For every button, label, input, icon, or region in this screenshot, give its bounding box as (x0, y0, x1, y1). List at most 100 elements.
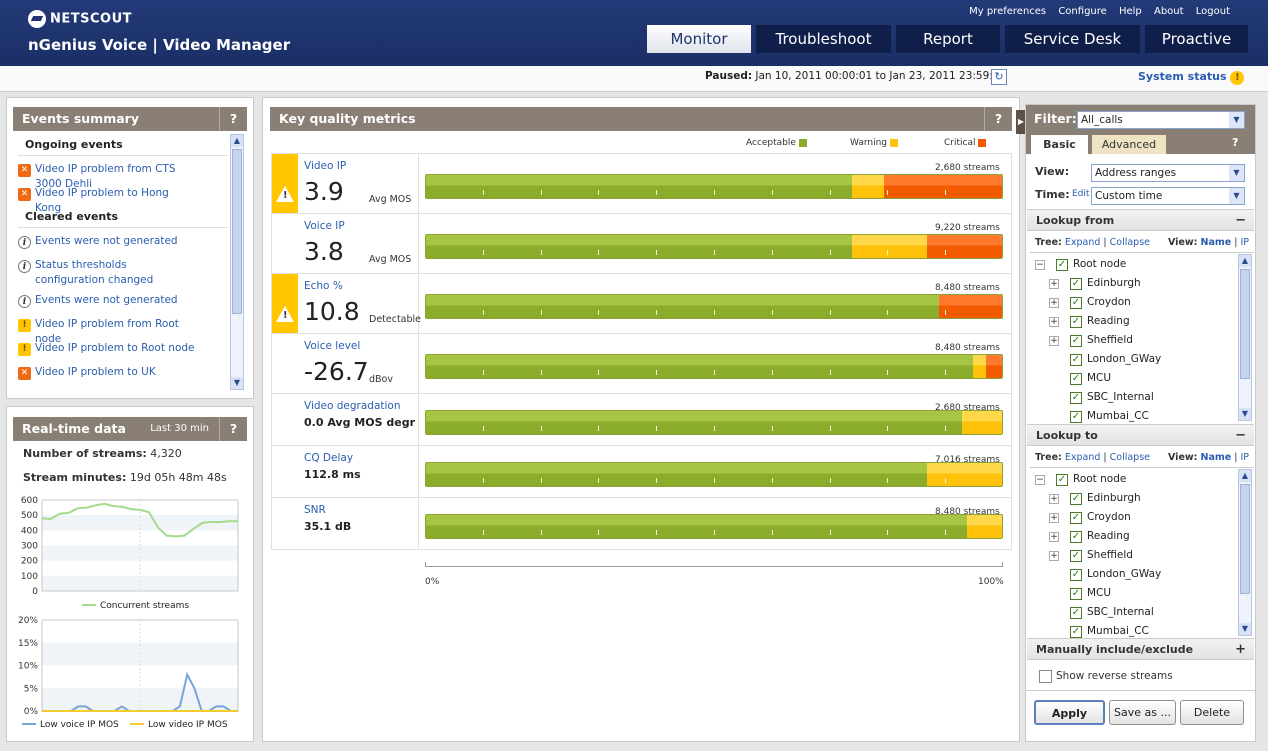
quality-bar[interactable] (425, 514, 1003, 539)
tree-node-label[interactable]: Edinburgh (1087, 492, 1141, 504)
tree-node-label[interactable]: SBC_Internal (1087, 391, 1154, 403)
metric-name[interactable]: Video IP (304, 160, 346, 172)
scroll-thumb[interactable] (232, 149, 242, 314)
view-name-link[interactable]: Name (1201, 237, 1232, 248)
node-checkbox[interactable]: ✓ (1070, 550, 1082, 562)
tab-proactive[interactable]: Proactive (1145, 25, 1248, 53)
tree-node-label[interactable]: MCU (1087, 587, 1111, 599)
expand-node-icon[interactable]: + (1049, 551, 1059, 561)
event-item[interactable]: Status thresholds configuration changed (35, 258, 195, 288)
tree-node-label[interactable]: Croydon (1087, 296, 1131, 308)
expand-icon[interactable]: + (1235, 639, 1246, 660)
node-checkbox[interactable]: ✓ (1070, 354, 1082, 366)
metric-name[interactable]: Voice level (304, 340, 360, 352)
node-checkbox[interactable]: ✓ (1070, 512, 1082, 524)
event-item[interactable]: Video IP problem to UK (35, 365, 195, 380)
tree-node-label[interactable]: Root node (1073, 258, 1126, 270)
tree-node-label[interactable]: SBC_Internal (1087, 606, 1154, 618)
tree-node-label[interactable]: Reading (1087, 530, 1130, 542)
expand-node-icon[interactable]: + (1049, 298, 1059, 308)
event-item[interactable]: Events were not generated (35, 234, 195, 249)
node-checkbox[interactable]: ✓ (1056, 474, 1068, 486)
scroll-down-icon[interactable]: ▼ (231, 377, 243, 389)
tree-node-label[interactable]: Croydon (1087, 511, 1131, 523)
node-checkbox[interactable]: ✓ (1070, 316, 1082, 328)
event-item[interactable]: Events were not generated (35, 293, 195, 308)
quality-bar[interactable] (425, 410, 1003, 435)
node-checkbox[interactable]: ✓ (1070, 411, 1082, 423)
quality-bar[interactable] (425, 174, 1003, 199)
expand-node-icon[interactable]: + (1049, 317, 1059, 327)
collapse-link[interactable]: Collapse (1110, 452, 1150, 463)
tab-basic[interactable]: Basic (1031, 135, 1088, 155)
node-checkbox[interactable]: ✓ (1070, 493, 1082, 505)
node-checkbox[interactable]: ✓ (1070, 569, 1082, 581)
scroll-up-icon[interactable]: ▲ (1239, 470, 1251, 482)
event-item[interactable]: Video IP problem to Hong Kong (35, 186, 195, 216)
tab-service-desk[interactable]: Service Desk (1005, 25, 1140, 53)
apply-button[interactable]: Apply (1034, 700, 1105, 725)
scroll-down-icon[interactable]: ▼ (1239, 408, 1251, 420)
tab-monitor[interactable]: Monitor (647, 25, 751, 53)
node-checkbox[interactable]: ✓ (1070, 278, 1082, 290)
node-checkbox[interactable]: ✓ (1070, 373, 1082, 385)
link-configure[interactable]: Configure (1058, 6, 1106, 17)
link-my-preferences[interactable]: My preferences (969, 6, 1046, 17)
tree-node-label[interactable]: MCU (1087, 372, 1111, 384)
tree-node-label[interactable]: Sheffield (1087, 549, 1133, 561)
scroll-up-icon[interactable]: ▲ (231, 135, 243, 147)
expand-link[interactable]: Expand (1065, 452, 1101, 463)
collapse-link[interactable]: Collapse (1110, 237, 1150, 248)
collapse-icon[interactable]: − (1235, 210, 1246, 231)
view-select[interactable]: Address ranges ▼ (1091, 164, 1245, 182)
view-ip-link[interactable]: IP (1240, 237, 1249, 248)
expand-node-icon[interactable]: + (1049, 532, 1059, 542)
scroll-up-icon[interactable]: ▲ (1239, 255, 1251, 267)
lookup-to-scrollbar[interactable]: ▲ ▼ (1238, 469, 1252, 636)
manual-include-exclude-header[interactable]: Manually include/exclude + (1027, 638, 1254, 660)
node-checkbox[interactable]: ✓ (1070, 297, 1082, 309)
tree-node-label[interactable]: Root node (1073, 473, 1126, 485)
quality-bar[interactable] (425, 294, 1003, 319)
node-checkbox[interactable]: ✓ (1070, 588, 1082, 600)
kqm-help-button[interactable]: ? (984, 107, 1012, 131)
tab-troubleshoot[interactable]: Troubleshoot (756, 25, 891, 53)
node-checkbox[interactable]: ✓ (1070, 607, 1082, 619)
view-name-link[interactable]: Name (1201, 452, 1232, 463)
node-checkbox[interactable]: ✓ (1070, 531, 1082, 543)
tree-node-label[interactable]: Reading (1087, 315, 1130, 327)
collapse-node-icon[interactable]: − (1035, 260, 1045, 270)
filter-select[interactable]: All_calls ▼ (1077, 111, 1245, 129)
link-about[interactable]: About (1154, 6, 1184, 17)
refresh-icon[interactable]: ↻ (991, 69, 1007, 85)
node-checkbox[interactable]: ✓ (1056, 259, 1068, 271)
expand-node-icon[interactable]: + (1049, 513, 1059, 523)
lookup-from-scrollbar[interactable]: ▲ ▼ (1238, 254, 1252, 421)
realtime-help-button[interactable]: ? (219, 417, 247, 441)
time-edit-link[interactable]: Edit (1072, 189, 1089, 199)
expand-node-icon[interactable]: + (1049, 494, 1059, 504)
system-status-link[interactable]: System status ! (1138, 70, 1244, 85)
lookup-to-header[interactable]: Lookup to − (1027, 424, 1254, 446)
collapse-icon[interactable]: − (1235, 425, 1246, 446)
metric-name[interactable]: CQ Delay (304, 452, 353, 464)
node-checkbox[interactable]: ✓ (1070, 392, 1082, 404)
view-ip-link[interactable]: IP (1240, 452, 1249, 463)
metric-name[interactable]: SNR (304, 504, 326, 516)
node-checkbox[interactable]: ✓ (1070, 335, 1082, 347)
link-help[interactable]: Help (1119, 6, 1142, 17)
tree-node-label[interactable]: Mumbai_CC (1087, 625, 1149, 637)
scroll-thumb[interactable] (1240, 484, 1250, 594)
show-reverse-checkbox[interactable] (1039, 670, 1052, 683)
quality-bar[interactable] (425, 462, 1003, 487)
metric-name[interactable]: Video degradation (304, 400, 401, 412)
expand-node-icon[interactable]: + (1049, 279, 1059, 289)
tab-advanced[interactable]: Advanced (1092, 135, 1166, 154)
scroll-thumb[interactable] (1240, 269, 1250, 379)
events-scrollbar[interactable]: ▲ ▼ (230, 134, 244, 390)
link-logout[interactable]: Logout (1196, 6, 1230, 17)
node-checkbox[interactable]: ✓ (1070, 626, 1082, 638)
tree-node-label[interactable]: Sheffield (1087, 334, 1133, 346)
metric-name[interactable]: Voice IP (304, 220, 345, 232)
expand-node-icon[interactable]: + (1049, 336, 1059, 346)
